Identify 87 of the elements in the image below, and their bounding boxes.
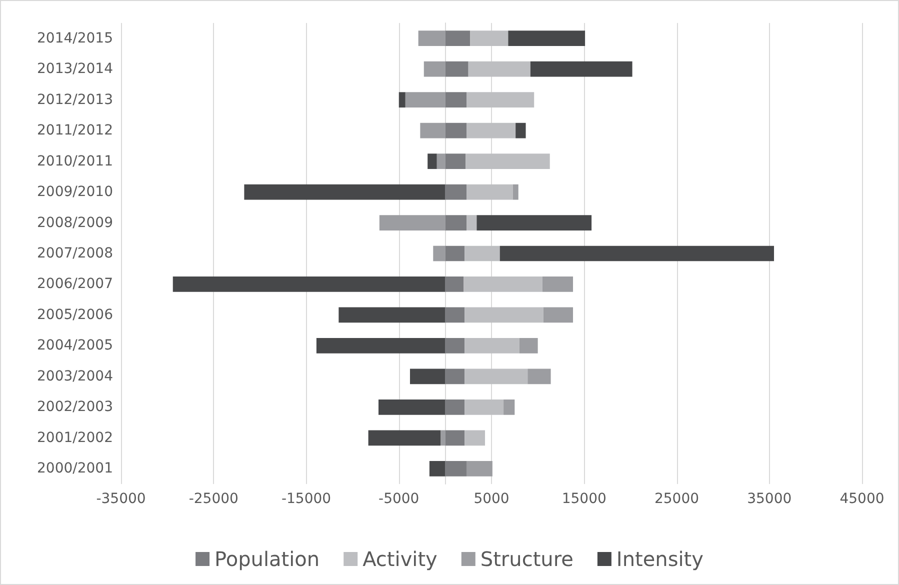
bar	[470, 30, 508, 46]
x-tick-label: 35000	[747, 491, 792, 507]
bar	[466, 92, 534, 108]
bar	[445, 399, 465, 415]
bar	[172, 276, 446, 292]
x-tick-label: -35000	[96, 491, 146, 507]
bar	[424, 61, 446, 77]
bar	[530, 61, 632, 77]
legend-label: Intensity	[616, 547, 704, 571]
bar	[542, 276, 574, 292]
y-tick-label: 2001/2002	[37, 430, 113, 446]
bar	[445, 30, 470, 46]
bar	[512, 184, 518, 200]
bar	[418, 30, 446, 46]
bar	[428, 154, 437, 169]
bar	[378, 399, 446, 415]
bar	[464, 399, 504, 415]
bar	[500, 246, 774, 262]
bar	[445, 154, 466, 169]
bar	[516, 122, 526, 138]
y-tick-label: 2005/2006	[37, 306, 114, 323]
x-tick-label: -25000	[188, 491, 238, 507]
bar	[398, 92, 406, 108]
bar	[436, 154, 446, 169]
bar	[445, 460, 466, 476]
y-tick-label: 2010/2011	[37, 153, 113, 170]
y-tick-label: 2002/2003	[37, 399, 113, 416]
bar	[543, 307, 574, 323]
x-tick-label: 15000	[562, 491, 606, 507]
y-tick-label: 2006/2007	[37, 276, 113, 292]
y-tick-label: 2003/2004	[37, 368, 114, 384]
bar	[466, 215, 477, 230]
x-tick-label: 45000	[840, 491, 884, 507]
bar	[528, 368, 551, 384]
bar	[464, 276, 542, 292]
bar	[464, 430, 486, 446]
y-tick-label: 2009/2010	[37, 184, 113, 200]
bar	[368, 430, 441, 446]
bar	[466, 122, 516, 138]
bar	[464, 246, 500, 262]
bar	[410, 368, 446, 384]
x-tick-label: 5000	[474, 491, 510, 507]
bar	[433, 246, 446, 262]
bar	[445, 430, 465, 446]
legend-label: Activity	[362, 547, 438, 571]
bar	[445, 92, 466, 108]
bar	[464, 307, 544, 323]
bar	[405, 92, 446, 108]
bar	[508, 30, 586, 46]
bar	[466, 154, 550, 169]
bar	[445, 276, 464, 292]
bar	[445, 368, 465, 384]
bar	[464, 338, 520, 354]
legend-label: Population	[214, 547, 320, 571]
bar	[445, 184, 466, 200]
bar	[445, 338, 465, 354]
bar	[445, 122, 466, 138]
x-tick-label: -15000	[281, 491, 332, 507]
bar	[338, 307, 446, 323]
bar	[445, 307, 465, 323]
y-tick-label: 2000/2001	[37, 460, 113, 477]
bar	[466, 460, 492, 476]
y-tick-label: 2004/2005	[37, 338, 113, 354]
bar	[464, 368, 528, 384]
bar	[429, 460, 446, 476]
bar	[440, 430, 446, 446]
y-tick-label: 2011/2012	[37, 122, 113, 139]
bar	[468, 61, 530, 77]
y-tick-label: 2007/2008	[37, 246, 113, 262]
bar	[445, 61, 468, 77]
x-tick-label: 25000	[654, 491, 700, 507]
y-tick-label: 2014/2015	[37, 30, 113, 46]
bar	[476, 215, 592, 230]
bar	[316, 338, 446, 354]
y-tick-label: 2008/2009	[37, 214, 113, 231]
bar	[445, 215, 466, 230]
x-tick-label: -5000	[378, 491, 420, 507]
bar	[466, 184, 513, 200]
bar	[519, 338, 538, 354]
bar	[420, 122, 446, 138]
legend-label: Structure	[480, 547, 574, 571]
bar	[504, 399, 515, 415]
bar	[379, 215, 446, 230]
bar	[244, 184, 446, 200]
y-tick-label: 2012/2013	[37, 92, 113, 108]
bar	[445, 246, 465, 262]
y-tick-label: 2013/2014	[37, 61, 114, 78]
